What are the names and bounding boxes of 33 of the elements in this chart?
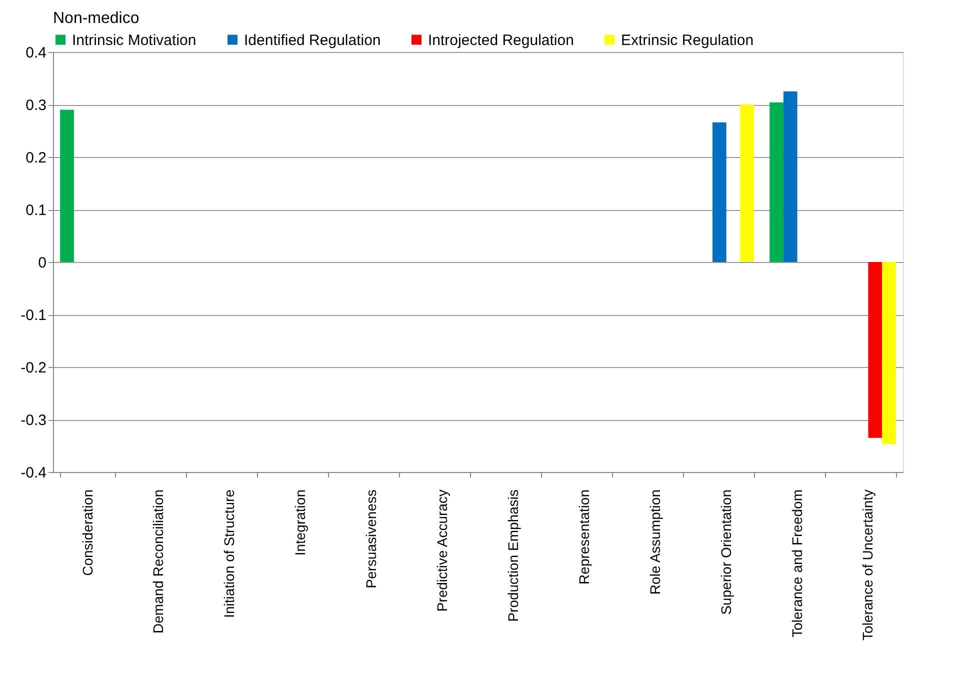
chart-title: Non-medico [53,10,140,27]
y-tick-label: 0.1 [26,202,46,219]
y-tick-label: 0.3 [26,97,46,114]
x-tick-label: Persuasiveness [363,490,380,588]
y-tick-label: -0.1 [20,307,46,324]
y-tick-label: -0.2 [20,360,46,376]
y-tick-label: 0.2 [26,150,46,166]
x-tick-label: Tolerance and Freedom [788,490,805,638]
bar [882,262,896,444]
x-tick-label: Predictive Accuracy [434,490,450,612]
legend-label: Introjected Regulation [428,32,574,49]
y-tick-label: 0.4 [26,44,46,62]
x-tick-label: Demand Reconciliation [150,490,166,634]
y-tick-label: 0 [38,254,46,272]
x-tick-label: Integration [292,490,308,556]
bar [783,91,798,262]
x-tick-label: Representation [576,490,592,584]
bar [868,262,882,438]
x-tick-label: Consideration [79,490,96,576]
x-tick-label: Production Emphasis [504,490,521,622]
x-tick-label: Role Assumption [646,490,663,595]
bar [712,122,726,262]
y-tick-label: -0.4 [20,464,46,482]
legend-label: Identified Regulation [244,32,381,49]
x-tick-label: Superior Orientation [718,490,734,615]
x-tick-label: Tolerance of Uncertainty [860,490,876,640]
x-tick-label: Initiation of Structure [221,489,238,618]
bar [740,104,754,262]
legend-label: Intrinsic Motivation [72,32,196,49]
legend-label: Extrinsic Regulation [621,32,754,49]
y-tick-label: -0.3 [20,412,46,429]
bar [770,102,784,262]
bar [60,110,74,262]
